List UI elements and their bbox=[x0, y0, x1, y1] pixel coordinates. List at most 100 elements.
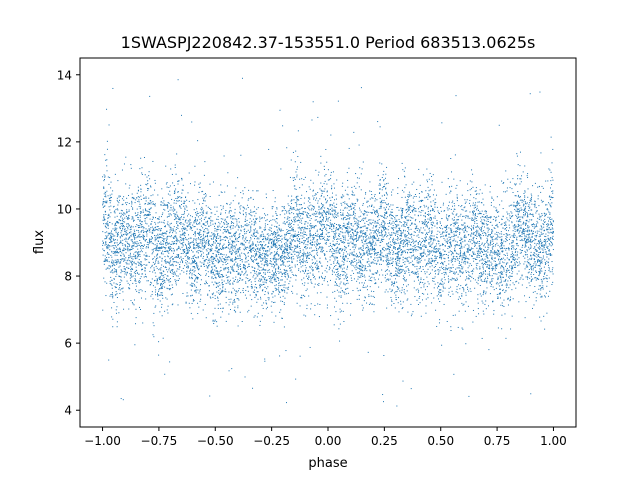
data-point bbox=[414, 258, 416, 260]
data-point bbox=[114, 242, 116, 244]
data-point bbox=[187, 249, 189, 251]
data-point bbox=[442, 284, 444, 286]
data-point bbox=[208, 225, 210, 227]
data-point bbox=[223, 254, 225, 256]
data-point bbox=[224, 290, 226, 292]
data-point bbox=[367, 200, 369, 202]
data-point bbox=[256, 301, 258, 303]
data-point bbox=[486, 240, 488, 242]
data-point bbox=[338, 244, 340, 246]
data-point bbox=[393, 227, 395, 229]
data-point bbox=[488, 349, 490, 351]
data-point bbox=[197, 256, 199, 258]
data-point bbox=[237, 272, 239, 274]
data-point bbox=[464, 258, 466, 260]
data-point bbox=[470, 234, 472, 236]
data-point bbox=[430, 251, 432, 253]
data-point bbox=[404, 175, 406, 177]
data-point bbox=[549, 169, 551, 171]
data-point bbox=[203, 239, 205, 241]
data-point bbox=[307, 270, 309, 272]
data-point bbox=[440, 283, 442, 285]
data-point bbox=[473, 232, 475, 234]
data-point bbox=[505, 274, 507, 276]
data-point bbox=[268, 242, 270, 244]
data-point bbox=[222, 287, 224, 289]
data-point bbox=[192, 224, 194, 226]
data-point bbox=[404, 235, 406, 237]
data-point bbox=[463, 251, 465, 253]
data-point bbox=[369, 286, 371, 288]
data-point bbox=[156, 226, 158, 228]
data-point bbox=[241, 271, 243, 273]
data-point bbox=[194, 219, 196, 221]
data-point bbox=[139, 203, 141, 205]
data-point bbox=[453, 233, 455, 235]
data-point bbox=[510, 255, 512, 257]
data-point bbox=[406, 259, 408, 261]
data-point bbox=[477, 241, 479, 243]
data-point bbox=[508, 248, 510, 250]
data-point bbox=[541, 282, 543, 284]
data-point bbox=[112, 326, 114, 328]
data-point bbox=[310, 247, 312, 249]
data-point bbox=[429, 242, 431, 244]
data-point bbox=[216, 237, 218, 239]
data-point bbox=[120, 269, 122, 271]
data-point bbox=[275, 218, 277, 219]
data-point bbox=[128, 243, 130, 245]
data-point bbox=[342, 212, 344, 214]
data-point bbox=[359, 264, 361, 266]
data-point bbox=[233, 222, 235, 224]
data-point bbox=[416, 229, 418, 231]
data-point bbox=[203, 260, 205, 262]
data-point bbox=[341, 196, 343, 198]
data-point bbox=[245, 241, 247, 243]
data-point bbox=[267, 223, 269, 225]
data-point bbox=[419, 248, 421, 250]
data-point bbox=[247, 311, 249, 313]
data-point bbox=[353, 272, 355, 274]
data-point bbox=[175, 202, 177, 204]
data-point bbox=[508, 269, 510, 271]
data-point bbox=[427, 186, 429, 188]
data-point bbox=[211, 266, 213, 268]
data-point bbox=[547, 245, 549, 247]
data-point bbox=[103, 174, 105, 176]
data-point bbox=[413, 287, 415, 289]
data-point bbox=[340, 202, 342, 204]
data-point bbox=[335, 274, 337, 276]
data-point bbox=[381, 255, 383, 257]
data-point bbox=[313, 249, 315, 251]
data-point bbox=[496, 252, 498, 254]
data-point bbox=[115, 246, 117, 248]
data-point bbox=[229, 214, 231, 216]
data-point bbox=[216, 206, 218, 208]
data-point bbox=[338, 233, 340, 235]
data-point bbox=[202, 215, 204, 217]
data-point bbox=[243, 267, 245, 269]
data-point bbox=[378, 256, 380, 258]
data-point bbox=[547, 228, 549, 230]
data-point bbox=[295, 245, 297, 247]
data-point bbox=[486, 220, 488, 222]
data-point bbox=[439, 269, 441, 271]
data-point bbox=[198, 292, 200, 294]
data-point bbox=[358, 207, 360, 209]
data-point bbox=[103, 250, 105, 252]
data-point bbox=[459, 180, 461, 182]
data-point bbox=[376, 273, 378, 275]
data-point bbox=[155, 212, 157, 214]
data-point bbox=[339, 224, 341, 226]
data-point bbox=[436, 325, 438, 327]
data-point bbox=[547, 238, 549, 240]
data-point bbox=[349, 254, 351, 256]
data-point bbox=[315, 219, 317, 221]
data-point bbox=[420, 287, 422, 289]
data-point bbox=[441, 181, 443, 183]
data-point bbox=[476, 219, 478, 221]
data-point bbox=[270, 280, 272, 282]
data-point bbox=[153, 229, 155, 231]
data-point bbox=[464, 260, 466, 262]
data-point bbox=[197, 278, 199, 280]
